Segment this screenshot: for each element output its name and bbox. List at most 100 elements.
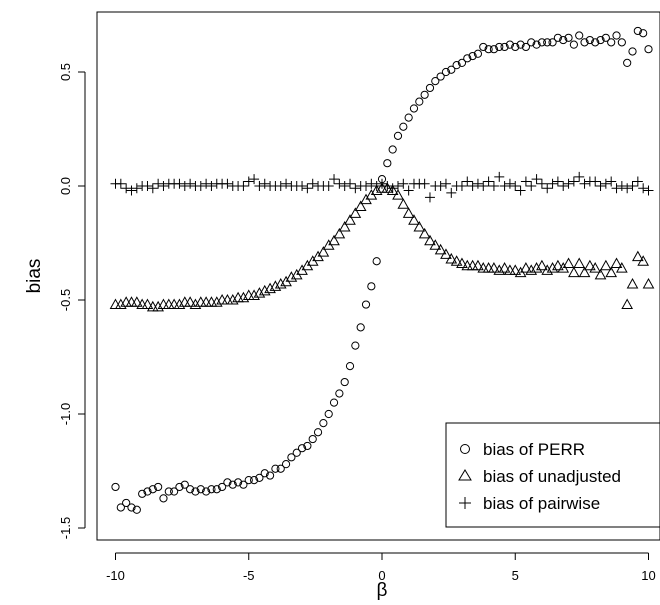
data-point-unadjusted — [493, 264, 506, 275]
data-point-unadjusted — [488, 262, 500, 273]
data-point-pairwise — [387, 183, 398, 194]
x-tick-label: -10 — [106, 568, 125, 583]
data-point-perr — [308, 434, 317, 444]
data-point-perr — [463, 54, 472, 63]
data-point-perr — [127, 503, 136, 512]
data-point-perr — [591, 38, 600, 47]
data-point-pairwise — [515, 185, 526, 196]
data-point-pairwise — [547, 178, 558, 189]
data-point-pairwise — [147, 183, 158, 194]
data-point-pairwise — [206, 181, 217, 191]
data-point-pairwise — [616, 181, 627, 191]
data-point-perr — [527, 38, 536, 47]
data-point-perr — [297, 444, 307, 453]
data-point-unadjusted — [333, 227, 346, 239]
data-point-perr — [420, 90, 429, 99]
data-point-pairwise — [536, 178, 547, 189]
data-point-unadjusted — [210, 296, 223, 307]
legend-triangle-marker — [458, 469, 472, 481]
y-axis-title: bias — [24, 259, 45, 294]
data-point-unadjusted — [386, 184, 399, 196]
data-point-perr — [116, 503, 125, 512]
data-point-unadjusted — [413, 221, 426, 232]
data-point-unadjusted — [338, 221, 351, 232]
data-point-pairwise — [419, 178, 430, 189]
data-point-perr — [495, 42, 504, 52]
data-point-pairwise — [361, 181, 372, 191]
data-point-unadjusted — [472, 259, 484, 271]
data-point-perr — [393, 131, 403, 140]
data-point-unadjusted — [397, 198, 410, 209]
data-point-unadjusted — [328, 234, 340, 246]
data-point-unadjusted — [429, 239, 442, 250]
y-tick-label: -1.5 — [58, 517, 73, 539]
y-axis: -1.5 -1.0 -0.5 0.0 0.5 — [58, 63, 86, 539]
data-point-perr — [436, 72, 445, 81]
data-point-perr — [441, 67, 451, 77]
data-point-pairwise — [520, 176, 531, 187]
data-point-pairwise — [499, 181, 510, 191]
data-point-perr — [489, 45, 499, 54]
data-point-perr — [457, 58, 467, 67]
x-axis-title: β — [377, 580, 388, 601]
data-point-unadjusted — [530, 262, 543, 273]
data-point-perr — [415, 97, 424, 106]
data-point-pairwise — [371, 181, 382, 191]
data-point-pairwise — [254, 181, 265, 191]
data-point-unadjusted — [173, 298, 186, 310]
data-point-unadjusted — [637, 255, 650, 266]
data-point-pairwise — [201, 178, 212, 189]
data-point-pairwise — [595, 181, 606, 191]
data-point-pairwise — [329, 174, 340, 185]
data-point-perr — [319, 419, 328, 428]
data-point-pairwise — [126, 185, 137, 196]
legend-box — [445, 422, 660, 528]
data-point-pairwise — [483, 176, 494, 187]
data-point-perr — [111, 482, 120, 492]
data-point-perr — [633, 26, 642, 36]
data-point-perr — [537, 38, 547, 47]
data-point-perr — [276, 464, 285, 473]
data-point-perr — [372, 257, 381, 266]
data-point-perr — [329, 398, 339, 407]
data-point-perr — [473, 49, 483, 58]
data-point-perr — [292, 448, 301, 457]
data-point-pairwise — [222, 178, 233, 189]
data-point-pairwise — [542, 183, 553, 194]
data-point-perr — [218, 482, 227, 492]
data-point-perr — [260, 469, 269, 478]
x-tick-label: 10 — [641, 568, 655, 583]
data-point-perr — [138, 489, 147, 498]
data-point-perr — [505, 40, 515, 49]
data-point-unadjusted — [434, 243, 447, 255]
plot-frame — [96, 11, 660, 541]
data-point-pairwise — [643, 185, 654, 196]
y-tick-label: -1.0 — [58, 403, 73, 425]
data-point-perr — [548, 38, 557, 47]
data-point-unadjusted — [509, 264, 522, 275]
data-point-perr — [612, 31, 621, 40]
data-point-pairwise — [510, 181, 521, 191]
y-tick-label: -0.5 — [58, 289, 73, 311]
legend-label-perr: bias of PERR — [483, 440, 585, 459]
data-point-pairwise — [558, 181, 569, 191]
data-point-pairwise — [638, 183, 649, 194]
data-point-pairwise — [467, 181, 478, 191]
data-point-perr — [159, 494, 168, 503]
data-point-perr — [313, 428, 323, 437]
data-point-perr — [303, 441, 312, 451]
data-point-unadjusted — [349, 207, 362, 218]
data-point-perr — [585, 35, 594, 45]
data-point-unadjusted — [269, 280, 282, 291]
data-point-unadjusted — [546, 262, 559, 273]
data-point-pairwise — [275, 181, 286, 191]
data-point-pairwise — [121, 183, 132, 194]
data-point-perr — [212, 485, 221, 494]
data-point-perr — [207, 485, 216, 494]
data-point-pairwise — [600, 178, 611, 189]
data-point-pairwise — [366, 178, 377, 189]
data-point-pairwise — [627, 181, 638, 191]
data-point-perr — [559, 35, 568, 45]
data-point-pairwise — [238, 181, 249, 191]
data-point-unadjusted — [237, 291, 250, 303]
